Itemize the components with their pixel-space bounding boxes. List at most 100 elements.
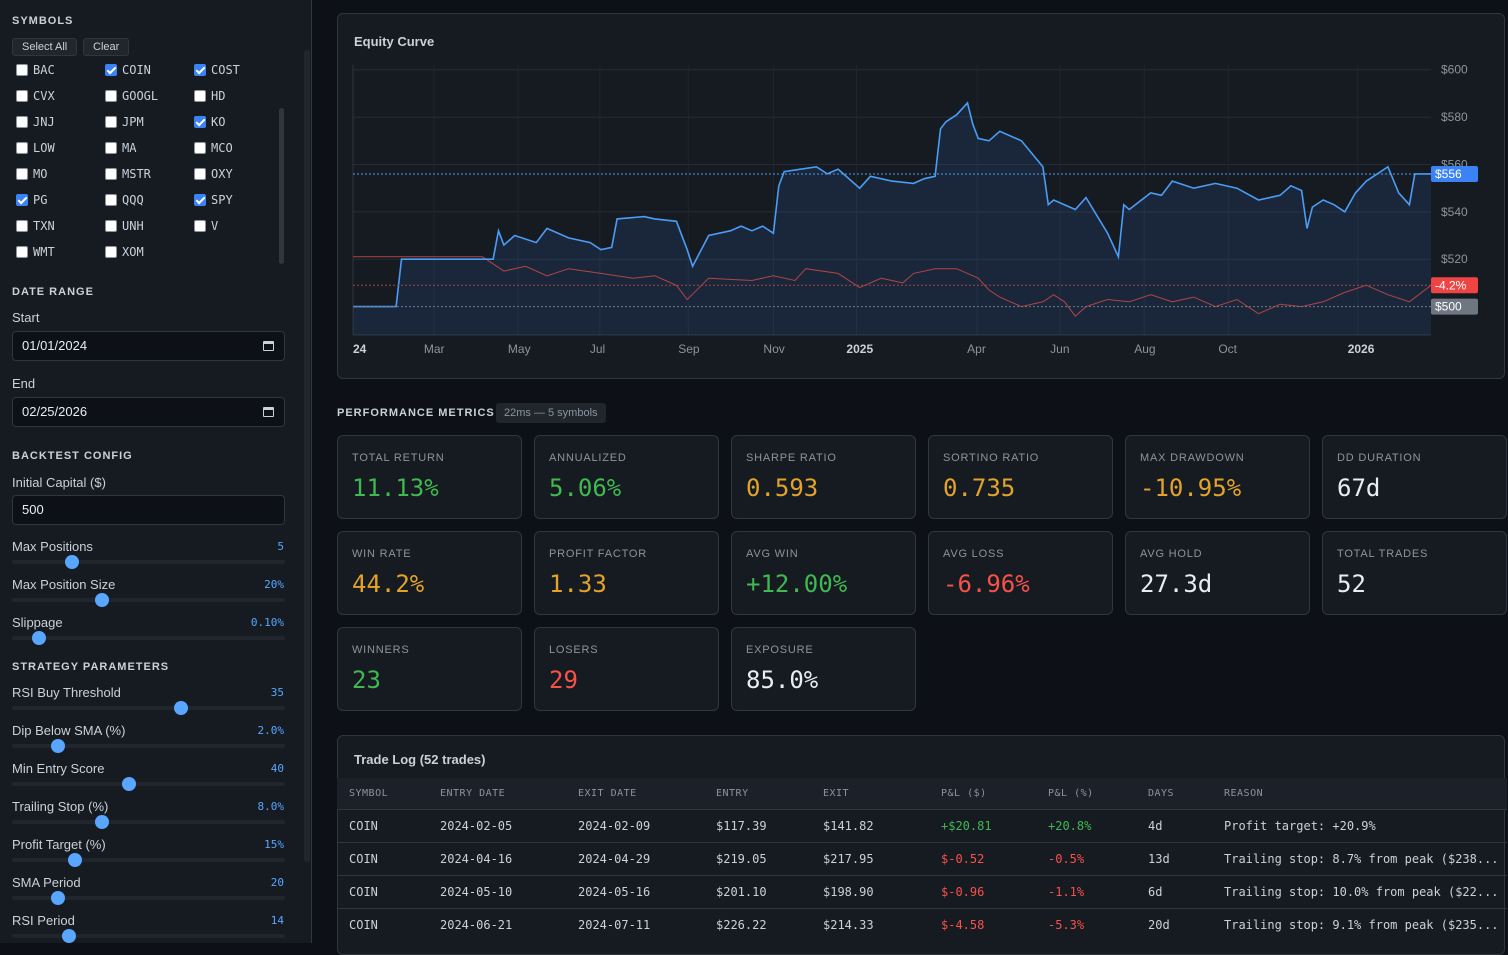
symbol-checkbox-bac[interactable]: BAC <box>16 63 55 77</box>
initial-capital-input[interactable]: 500 <box>12 495 285 525</box>
column-header[interactable]: SYMBOL <box>349 787 389 799</box>
symbol-checkbox-jpm[interactable]: JPM <box>105 115 144 129</box>
symbol-checkbox-mco[interactable]: MCO <box>194 141 233 155</box>
symbol-checkbox-unh[interactable]: UNH <box>105 219 144 233</box>
symbol-list-scrollbar[interactable] <box>279 108 284 264</box>
start-date-label: Start <box>12 310 40 325</box>
slider-track[interactable] <box>12 934 285 938</box>
table-cell: 2024-02-05 <box>428 808 566 842</box>
slider-track[interactable] <box>12 636 285 640</box>
slider-thumb[interactable] <box>32 631 47 645</box>
checkbox[interactable] <box>194 142 206 154</box>
equity-area <box>353 102 1431 336</box>
checkbox[interactable] <box>105 64 117 76</box>
slider-thumb[interactable] <box>51 891 66 905</box>
table-row[interactable]: COIN 2024-04-16 2024-04-29 $219.05 $217.95 $-… <box>337 841 1507 875</box>
checkbox[interactable] <box>105 194 117 206</box>
symbol-checkbox-spy[interactable]: SPY <box>194 193 233 207</box>
checkbox[interactable] <box>16 220 28 232</box>
column-header[interactable]: DAYS <box>1148 787 1175 799</box>
checkbox[interactable] <box>16 116 28 128</box>
column-header[interactable]: REASON <box>1224 787 1264 799</box>
slider-track[interactable] <box>12 820 285 824</box>
symbol-checkbox-xom[interactable]: XOM <box>105 245 144 259</box>
slider-thumb[interactable] <box>67 853 82 867</box>
metric-label: ANNUALIZED <box>549 452 627 464</box>
slider-label: Min Entry Score <box>12 761 105 776</box>
symbol-checkbox-pg[interactable]: PG <box>16 193 47 207</box>
slider-thumb[interactable] <box>51 739 66 753</box>
select-all-button[interactable]: Select All <box>12 38 78 56</box>
checkbox[interactable] <box>105 220 117 232</box>
table-row[interactable]: COIN 2024-06-21 2024-07-11 $226.22 $214.33 $-… <box>337 907 1507 941</box>
slider-track[interactable] <box>12 744 285 748</box>
slider-thumb[interactable] <box>95 593 110 607</box>
column-header[interactable]: ENTRY DATE <box>440 787 506 799</box>
backtest-config-section-title: BACKTEST CONFIG <box>12 450 133 462</box>
checkbox[interactable] <box>16 246 28 258</box>
table-cell: Profit target: +20.9% <box>1212 808 1507 842</box>
checkbox[interactable] <box>194 116 206 128</box>
checkbox[interactable] <box>194 220 206 232</box>
column-header[interactable]: EXIT DATE <box>578 787 637 799</box>
checkbox[interactable] <box>105 246 117 258</box>
checkbox[interactable] <box>16 90 28 102</box>
table-row[interactable]: COIN 2024-05-10 2024-05-16 $201.10 $198.90 $-… <box>337 874 1507 908</box>
clear-button[interactable]: Clear <box>83 38 130 56</box>
checkbox[interactable] <box>194 90 206 102</box>
checkbox[interactable] <box>194 194 206 206</box>
symbol-checkbox-oxy[interactable]: OXY <box>194 167 233 181</box>
checkbox[interactable] <box>105 142 117 154</box>
slider-track[interactable] <box>12 598 285 602</box>
symbol-checkbox-qqq[interactable]: QQQ <box>105 193 144 207</box>
symbol-checkbox-googl[interactable]: GOOGL <box>105 89 158 103</box>
column-header[interactable]: P&L ($) <box>941 787 987 799</box>
slider-thumb[interactable] <box>62 929 77 943</box>
symbol-checkbox-txn[interactable]: TXN <box>16 219 55 233</box>
column-header[interactable]: P&L (%) <box>1048 787 1094 799</box>
slider-track[interactable] <box>12 782 285 786</box>
checkbox[interactable] <box>105 116 117 128</box>
symbol-checkbox-cvx[interactable]: CVX <box>16 89 55 103</box>
checkbox[interactable] <box>105 168 117 180</box>
slider-track[interactable] <box>12 896 285 900</box>
symbol-checkbox-jnj[interactable]: JNJ <box>16 115 55 129</box>
symbol-checkbox-ma[interactable]: MA <box>105 141 136 155</box>
slider-thumb[interactable] <box>95 815 110 829</box>
symbol-checkbox-low[interactable]: LOW <box>16 141 55 155</box>
checkbox[interactable] <box>16 168 28 180</box>
calendar-icon[interactable] <box>263 341 274 351</box>
symbol-checkbox-v[interactable]: V <box>194 219 218 233</box>
metric-value: 23 <box>352 666 381 694</box>
slider-track[interactable] <box>12 706 285 710</box>
checkbox[interactable] <box>16 142 28 154</box>
slider-thumb[interactable] <box>174 701 189 715</box>
metric-label: AVG HOLD <box>1140 548 1203 560</box>
start-date-input[interactable]: 01/01/2024 <box>12 331 285 361</box>
symbol-checkbox-ko[interactable]: KO <box>194 115 225 129</box>
checkbox[interactable] <box>105 90 117 102</box>
slider-track[interactable] <box>12 560 285 564</box>
symbol-checkbox-coin[interactable]: COIN <box>105 63 151 77</box>
slider-track[interactable] <box>12 858 285 862</box>
checkbox[interactable] <box>194 168 206 180</box>
symbol-checkbox-wmt[interactable]: WMT <box>16 245 55 259</box>
checkbox[interactable] <box>16 194 28 206</box>
end-date-input[interactable]: 02/25/2026 <box>12 397 285 427</box>
checkbox[interactable] <box>16 64 28 76</box>
table-row[interactable]: COIN 2024-02-05 2024-02-09 $117.39 $141.82 +$… <box>337 808 1507 842</box>
column-header[interactable]: EXIT <box>823 787 850 799</box>
column-header[interactable]: ENTRY <box>716 787 749 799</box>
slider-thumb[interactable] <box>65 555 80 569</box>
calendar-icon[interactable] <box>263 407 274 417</box>
metric-card-sortino-ratio: SORTINO RATIO 0.735 <box>928 435 1113 519</box>
sidebar-scrollbar[interactable] <box>304 50 310 862</box>
symbol-checkbox-mo[interactable]: MO <box>16 167 47 181</box>
symbol-checkbox-cost[interactable]: COST <box>194 63 240 77</box>
slider-thumb[interactable] <box>122 777 137 791</box>
checkbox[interactable] <box>194 64 206 76</box>
symbol-checkbox-mstr[interactable]: MSTR <box>105 167 151 181</box>
symbol-checkbox-hd[interactable]: HD <box>194 89 225 103</box>
y-tick-label: $520 <box>1441 252 1468 266</box>
